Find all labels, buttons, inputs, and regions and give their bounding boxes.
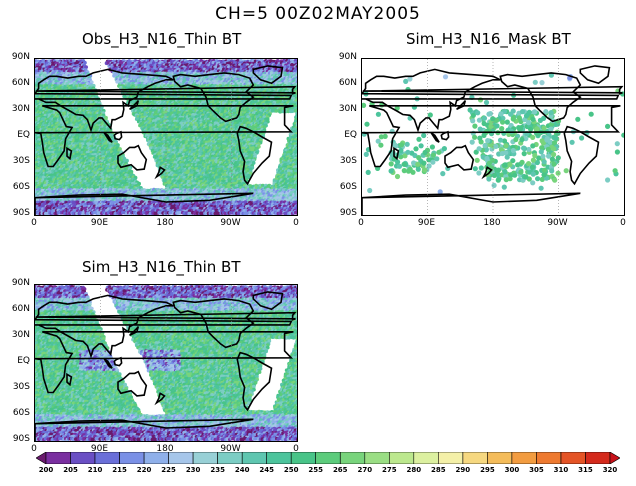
bt-point [113,67,118,72]
bt-observations [35,59,297,215]
panel-title-obs-thin: Obs_H3_N16_Thin BT [82,30,242,48]
figure-title: CH=5 00Z02MAY2005 [215,4,421,24]
map-obs-thin [34,58,298,216]
bt-point [84,65,88,69]
